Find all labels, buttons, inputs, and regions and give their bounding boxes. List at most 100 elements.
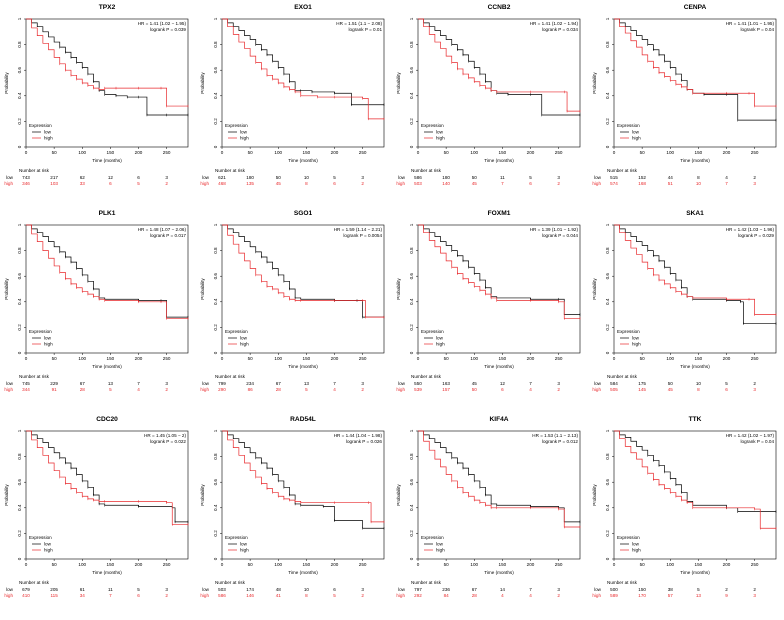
- plot-title: EXO1: [294, 4, 312, 11]
- plot-title: TTK: [689, 416, 702, 423]
- legend-title: Expression: [617, 123, 640, 128]
- x-tick-label: 0: [613, 356, 616, 361]
- risk-count-low: 11: [500, 175, 505, 180]
- hazard-ratio-text: HR = 1.48 (1.07 − 2.06): [138, 227, 187, 232]
- plot-frame: [221, 224, 385, 354]
- km-plot: SGO1 HR = 1.59 (1.14 − 2.21)logrank P = 0…: [200, 210, 385, 392]
- risk-count-low: 5: [529, 175, 532, 180]
- y-axis-label: Probability: [200, 72, 205, 94]
- x-tick-label: 50: [640, 562, 646, 567]
- km-plot: FOXM1 HR = 1.39 (1.01 − 1.92)logrank P = …: [396, 210, 581, 392]
- y-tick-label: 1: [409, 429, 414, 432]
- km-curve-low: [418, 430, 580, 523]
- risk-row-label-low: low: [398, 175, 406, 180]
- y-tick-label: 0.2: [213, 118, 218, 125]
- y-tick-label: 0.4: [409, 92, 414, 99]
- risk-row-label-high: high: [396, 387, 405, 392]
- legend-title: Expression: [29, 329, 52, 334]
- risk-count-high: 2: [361, 387, 364, 392]
- risk-table-title: Number at risk: [215, 168, 246, 173]
- risk-count-high: 157: [442, 387, 450, 392]
- y-tick-label: 0.8: [213, 247, 218, 254]
- plot-frame: [25, 224, 189, 354]
- y-tick-label: 0.4: [213, 298, 218, 305]
- risk-count-high: 2: [557, 181, 560, 186]
- plot-title: TPX2: [99, 4, 116, 11]
- y-tick-label: 0.8: [17, 41, 22, 48]
- risk-count-low: 180: [246, 175, 254, 180]
- risk-count-high: 292: [414, 593, 422, 598]
- x-tick-label: 150: [499, 562, 507, 567]
- risk-count-low: 62: [80, 175, 86, 180]
- x-tick-label: 100: [274, 356, 282, 361]
- legend-label-high: high: [240, 136, 249, 141]
- risk-row-label-low: low: [202, 587, 210, 592]
- hazard-ratio-text: HR = 1.41 (1.02 − 1.95): [138, 21, 187, 26]
- risk-count-high: 84: [444, 593, 450, 598]
- x-tick-label: 200: [527, 150, 535, 155]
- km-curve-low: [222, 430, 384, 529]
- km-curve-high: [222, 430, 384, 523]
- plot-title: SGO1: [294, 210, 313, 217]
- x-tick-label: 200: [723, 150, 731, 155]
- risk-count-high: 2: [557, 387, 560, 392]
- x-tick-label: 250: [555, 562, 563, 567]
- y-tick-label: 0.4: [17, 298, 22, 305]
- x-tick-label: 250: [751, 150, 759, 155]
- x-tick-label: 150: [303, 150, 311, 155]
- km-plot: TTK HR = 1.42 (1.02 − 1.97)logrank P = 0.…: [592, 416, 777, 598]
- x-tick-label: 100: [274, 150, 282, 155]
- risk-count-high: 45: [668, 387, 674, 392]
- risk-count-low: 61: [80, 587, 86, 592]
- x-tick-label: 0: [25, 562, 28, 567]
- risk-count-high: 45: [472, 181, 478, 186]
- risk-count-high: 574: [610, 181, 618, 186]
- x-tick-label: 250: [555, 356, 563, 361]
- km-panel-foxm1: FOXM1 HR = 1.39 (1.01 − 1.92) logrank P = …: [392, 206, 588, 412]
- risk-row-label-low: low: [6, 175, 14, 180]
- plot-title: CDC20: [96, 416, 118, 423]
- legend-label-low: low: [44, 542, 52, 547]
- y-tick-label: 1: [213, 17, 218, 20]
- km-curve-low: [614, 224, 776, 324]
- risk-count-low: 4: [725, 175, 728, 180]
- risk-count-low: 11: [108, 587, 113, 592]
- risk-count-low: 515: [610, 175, 618, 180]
- logrank-p-text: logrank P = 0.0054: [343, 233, 382, 238]
- y-tick-label: 1: [605, 223, 610, 226]
- km-plot: TPX2 HR = 1.41 (1.02 − 1.95)logrank P = 0…: [4, 4, 189, 186]
- risk-count-high: 7: [109, 593, 112, 598]
- risk-count-low: 7: [529, 587, 532, 592]
- risk-count-high: 8: [305, 181, 308, 186]
- risk-count-low: 10: [304, 587, 310, 592]
- x-tick-label: 250: [163, 356, 171, 361]
- risk-count-low: 67: [472, 587, 478, 592]
- km-curve-low: [26, 430, 188, 523]
- plot-frame: [613, 224, 777, 354]
- y-tick-label: 1: [605, 17, 610, 20]
- y-tick-label: 0.4: [17, 92, 22, 99]
- y-tick-label: 0.4: [409, 504, 414, 511]
- risk-count-low: 5: [137, 587, 140, 592]
- y-tick-label: 0.8: [17, 453, 22, 460]
- plot-frame: [25, 18, 189, 148]
- legend-label-high: high: [44, 548, 53, 553]
- risk-count-low: 5: [725, 381, 728, 386]
- risk-count-low: 797: [414, 587, 422, 592]
- legend-title: Expression: [29, 123, 52, 128]
- x-tick-label: 200: [723, 562, 731, 567]
- risk-count-low: 150: [638, 587, 646, 592]
- km-plot: PLK1 HR = 1.48 (1.07 − 2.06)logrank P = 0…: [4, 210, 189, 392]
- risk-count-low: 67: [276, 381, 282, 386]
- km-curve-high: [614, 18, 776, 107]
- risk-count-low: 2: [753, 381, 756, 386]
- risk-count-low: 67: [80, 381, 86, 386]
- km-plot: CCNB2 HR = 1.41 (1.02 − 1.94)logrank P = …: [396, 4, 581, 186]
- y-tick-label: 0.4: [605, 298, 610, 305]
- y-axis-label: Probability: [4, 278, 9, 300]
- km-panel-ccnb2: CCNB2 HR = 1.41 (1.02 − 1.94) logrank P = …: [392, 0, 588, 206]
- km-panel-cenpa: CENPA HR = 1.41 (1.01 − 1.95) logrank P = …: [588, 0, 784, 206]
- risk-count-high: 86: [248, 387, 254, 392]
- risk-count-low: 3: [165, 381, 168, 386]
